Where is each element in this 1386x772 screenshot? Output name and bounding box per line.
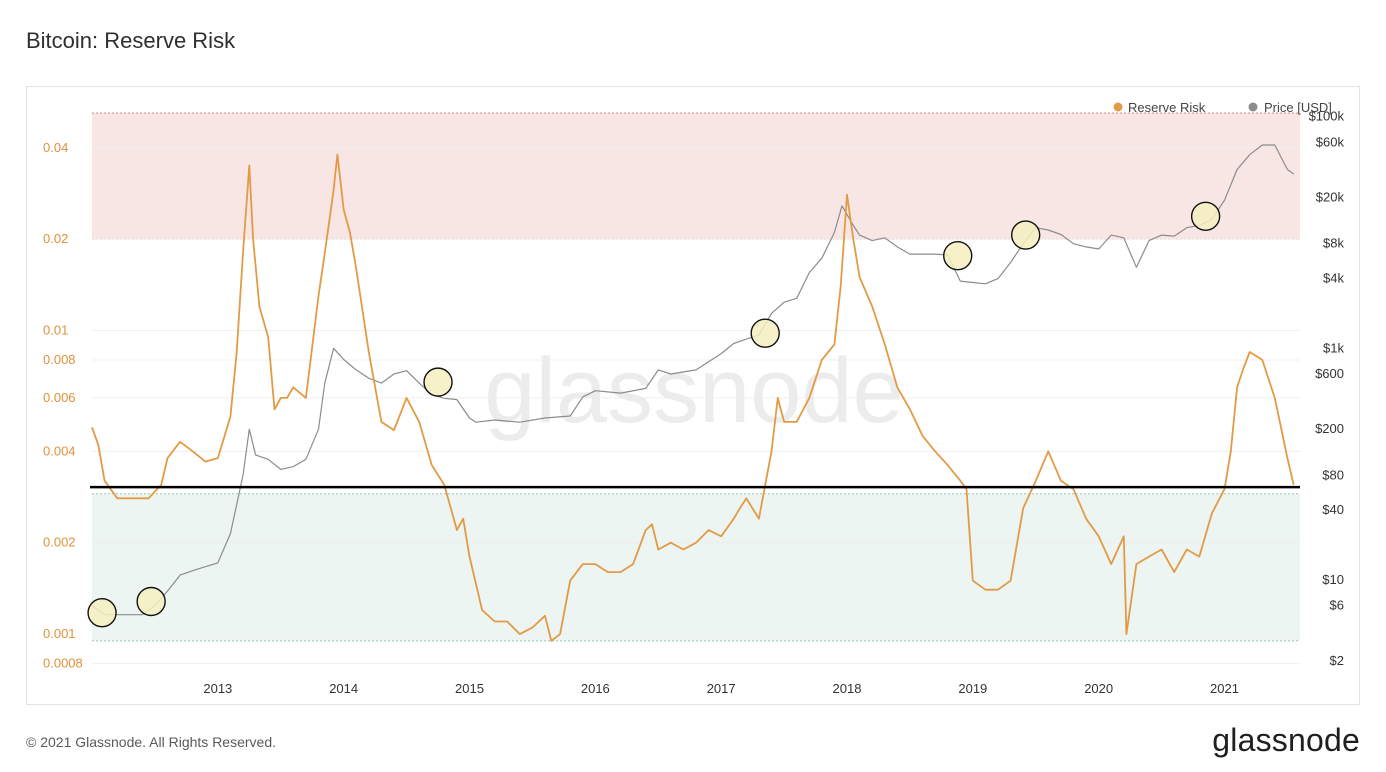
- legend-label: Reserve Risk: [1128, 100, 1206, 115]
- y-left-tick-label: 0.04: [43, 140, 68, 155]
- x-tick-label: 2017: [707, 681, 736, 696]
- y-right-tick-label: $2: [1330, 653, 1344, 668]
- y-right-tick-label: $100k: [1309, 109, 1345, 124]
- x-tick-label: 2016: [581, 681, 610, 696]
- y-right-tick-label: $200: [1315, 421, 1344, 436]
- highlight-marker: [750, 318, 780, 348]
- axis-ticks: 0.04 0.02 0.01 0.008 0.006 0.004 0.002 0.001 0.0…: [43, 109, 1344, 696]
- y-left-tick-label: 0.008: [43, 352, 76, 367]
- y-right-tick-label: $600: [1315, 366, 1344, 381]
- chart-frame: [26, 86, 1360, 705]
- x-tick-label: 2021: [1210, 681, 1239, 696]
- watermark: glassnode: [484, 340, 903, 442]
- red-zone: [92, 113, 1300, 240]
- highlight-marker: [136, 586, 166, 617]
- series-layer: [90, 144, 1300, 642]
- y-left-tick-label: 0.0008: [43, 655, 83, 670]
- legend-item[interactable]: Reserve Risk: [1113, 100, 1206, 115]
- glassnode-logo[interactable]: glassnode: [1212, 722, 1360, 758]
- y-left-tick-label: 0.001: [43, 626, 76, 641]
- legend-dot-icon: [1248, 102, 1258, 112]
- x-tick-label: 2014: [329, 681, 358, 696]
- y-right-tick-label: $4k: [1323, 271, 1344, 286]
- page-title: Bitcoin: Reserve Risk: [26, 28, 236, 53]
- highlight-marker: [943, 241, 973, 271]
- y-left-tick-label: 0.004: [43, 443, 76, 458]
- y-left-tick-label: 0.02: [43, 231, 68, 246]
- y-right-tick-label: $1k: [1323, 340, 1344, 355]
- y-right-tick-label: $8k: [1323, 236, 1344, 251]
- y-right-tick-label: $60k: [1316, 134, 1345, 149]
- highlight-markers: [87, 201, 1221, 628]
- zones-layer: [92, 112, 1300, 642]
- legend-item[interactable]: Price [USD]: [1248, 100, 1332, 115]
- highlight-marker: [87, 598, 117, 628]
- legend: Reserve Risk Price [USD]: [1113, 100, 1332, 115]
- x-tick-label: 2020: [1084, 681, 1113, 696]
- highlight-marker: [1190, 201, 1221, 231]
- y-right-tick-label: $20k: [1316, 190, 1345, 205]
- y-right-tick-label: $40: [1322, 502, 1344, 517]
- x-tick-label: 2019: [958, 681, 987, 696]
- y-right-tick-label: $10: [1322, 572, 1344, 587]
- y-left-tick-label: 0.006: [43, 390, 76, 405]
- y-left-tick-label: 0.01: [43, 323, 68, 338]
- highlight-marker: [1010, 220, 1041, 250]
- green-zone: [92, 493, 1300, 641]
- y-left-tick-label: 0.002: [43, 535, 76, 550]
- copyright-text: © 2021 Glassnode. All Rights Reserved.: [26, 734, 277, 750]
- highlight-marker: [423, 367, 453, 397]
- y-right-tick-label: $6: [1330, 598, 1344, 613]
- legend-label: Price [USD]: [1264, 100, 1332, 115]
- price-series-line: [91, 144, 1295, 616]
- reserve-risk-series-line: [91, 153, 1295, 642]
- y-right-tick-label: $80: [1322, 467, 1344, 482]
- x-tick-label: 2013: [203, 681, 232, 696]
- legend-dot-icon: [1113, 102, 1123, 112]
- gridlines: [92, 147, 1300, 664]
- x-tick-label: 2018: [833, 681, 862, 696]
- x-tick-label: 2015: [455, 681, 484, 696]
